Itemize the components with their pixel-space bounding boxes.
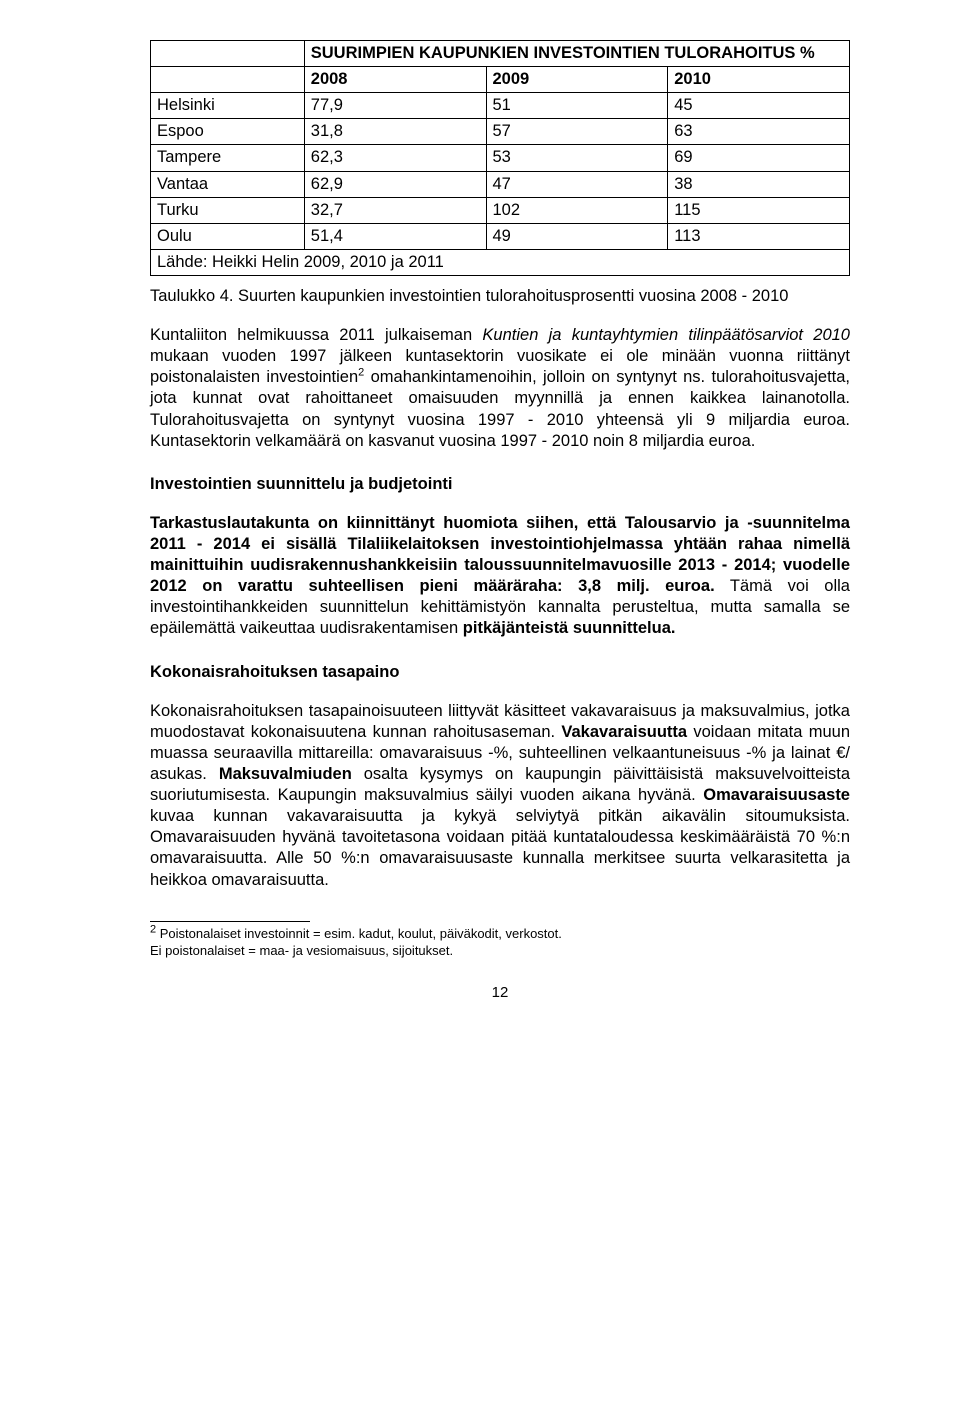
footnote-line: Ei poistonalaiset = maa- ja vesiomaisuus… <box>150 943 850 960</box>
table-source-row: Lähde: Heikki Helin 2009, 2010 ja 2011 <box>151 249 850 275</box>
city-cell: Oulu <box>151 223 305 249</box>
value-cell: 62,3 <box>304 145 486 171</box>
value-cell: 45 <box>668 93 850 119</box>
value-cell: 115 <box>668 197 850 223</box>
text: Kuntaliiton helmikuussa 2011 julkaiseman <box>150 326 482 344</box>
text-bold: Vakavaraisuutta <box>561 723 687 741</box>
table-row: Oulu 51,4 49 113 <box>151 223 850 249</box>
value-cell: 113 <box>668 223 850 249</box>
table-corner-cell <box>151 41 305 67</box>
city-cell: Tampere <box>151 145 305 171</box>
footnote-text: Poistonalaiset investoinnit = esim. kadu… <box>156 926 562 941</box>
footnote-rule <box>150 921 310 922</box>
city-cell: Vantaa <box>151 171 305 197</box>
table-caption: Taulukko 4. Suurten kaupunkien investoin… <box>150 286 850 307</box>
table-title: SUURIMPIEN KAUPUNKIEN INVESTOINTIEN TULO… <box>304 41 849 67</box>
table-source: Lähde: Heikki Helin 2009, 2010 ja 2011 <box>151 249 850 275</box>
value-cell: 77,9 <box>304 93 486 119</box>
value-cell: 53 <box>486 145 668 171</box>
footnotes: 2 Poistonalaiset investoinnit = esim. ka… <box>150 926 850 960</box>
table-row: Espoo 31,8 57 63 <box>151 119 850 145</box>
page: SUURIMPIEN KAUPUNKIEN INVESTOINTIEN TULO… <box>0 0 960 1409</box>
heading-investointien: Investointien suunnittelu ja budjetointi <box>150 474 850 495</box>
value-cell: 47 <box>486 171 668 197</box>
city-cell: Helsinki <box>151 93 305 119</box>
text-bold: Maksuvalmiuden <box>219 765 352 783</box>
table-row: Tampere 62,3 53 69 <box>151 145 850 171</box>
paragraph-tarkastuslautakunta: Tarkastuslautakunta on kiinnittänyt huom… <box>150 513 850 640</box>
heading-kokonaisrahoitus: Kokonaisrahoituksen tasapaino <box>150 662 850 683</box>
table-year-row: 2008 2009 2010 <box>151 67 850 93</box>
value-cell: 31,8 <box>304 119 486 145</box>
value-cell: 102 <box>486 197 668 223</box>
paragraph-kuntaliitto: Kuntaliiton helmikuussa 2011 julkaiseman… <box>150 325 850 452</box>
table-row: Turku 32,7 102 115 <box>151 197 850 223</box>
table-corner-cell <box>151 67 305 93</box>
text-italic: Kuntien ja kuntayhtymien tilinpäätösarvi… <box>482 326 850 344</box>
col-2010: 2010 <box>668 67 850 93</box>
city-cell: Espoo <box>151 119 305 145</box>
col-2008: 2008 <box>304 67 486 93</box>
value-cell: 38 <box>668 171 850 197</box>
text-bold: pitkäjänteistä suunnittelua. <box>463 619 676 637</box>
paragraph-kokonaisrahoitus: Kokonaisrahoituksen tasapainoisuuteen li… <box>150 701 850 891</box>
value-cell: 69 <box>668 145 850 171</box>
value-cell: 32,7 <box>304 197 486 223</box>
table-row: Vantaa 62,9 47 38 <box>151 171 850 197</box>
text: kuvaa kunnan vakavaraisuutta ja kykyä se… <box>150 807 850 888</box>
city-cell: Turku <box>151 197 305 223</box>
text-bold: Omavaraisuusaste <box>703 786 850 804</box>
value-cell: 57 <box>486 119 668 145</box>
value-cell: 51 <box>486 93 668 119</box>
table-title-row: SUURIMPIEN KAUPUNKIEN INVESTOINTIEN TULO… <box>151 41 850 67</box>
investment-table: SUURIMPIEN KAUPUNKIEN INVESTOINTIEN TULO… <box>150 40 850 276</box>
value-cell: 49 <box>486 223 668 249</box>
table-row: Helsinki 77,9 51 45 <box>151 93 850 119</box>
page-number: 12 <box>150 983 850 1002</box>
value-cell: 51,4 <box>304 223 486 249</box>
value-cell: 62,9 <box>304 171 486 197</box>
value-cell: 63 <box>668 119 850 145</box>
footnote-line: 2 Poistonalaiset investoinnit = esim. ka… <box>150 926 850 943</box>
col-2009: 2009 <box>486 67 668 93</box>
